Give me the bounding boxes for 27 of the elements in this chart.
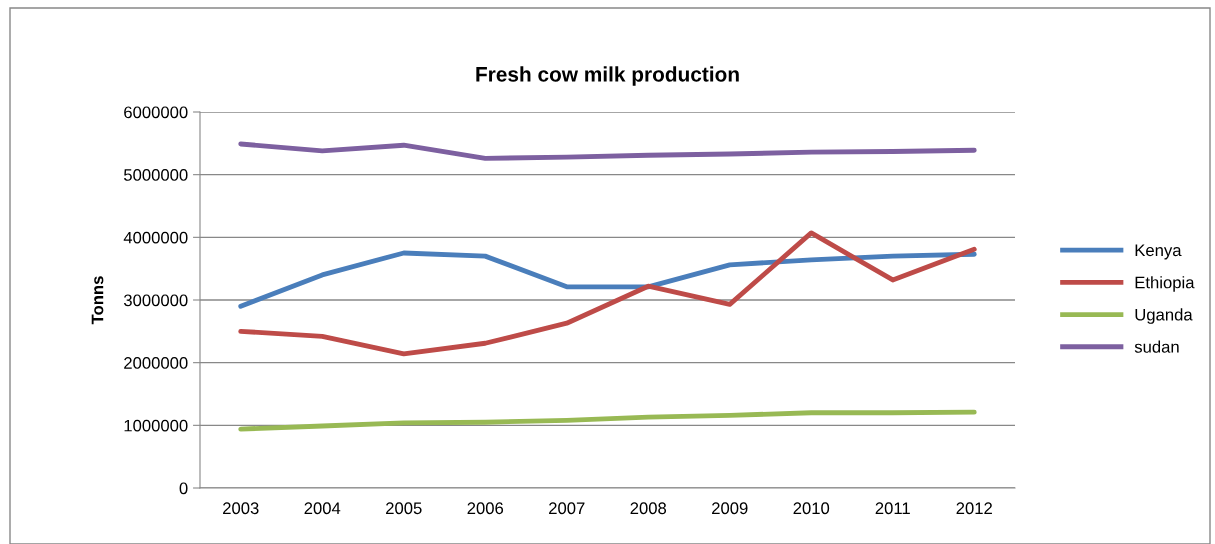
x-tick-label: 2008 [630, 502, 667, 515]
line-series [238, 141, 977, 161]
y-tick-label: 2000000 [124, 357, 188, 369]
legend-label: sudan [1134, 340, 1179, 353]
y-tick-label: 0 [179, 482, 188, 495]
x-tick-label: 2004 [304, 502, 341, 515]
y-axis-title: Tonns [91, 276, 104, 325]
x-tick-label: 2011 [875, 502, 910, 515]
line-series [238, 230, 977, 357]
legend-label: Uganda [1135, 308, 1193, 324]
y-tick-label: 5000000 [123, 169, 188, 181]
x-tick-label: 2010 [793, 502, 830, 515]
y-tick-label: 4000000 [123, 231, 188, 244]
line-series [238, 250, 977, 309]
chart-title: Fresh cow milk production [476, 66, 739, 86]
x-tick-label: 2003 [223, 502, 259, 515]
x-tick-label: 2007 [549, 502, 585, 515]
x-tick-label: 2009 [712, 502, 748, 515]
x-tick-label: 2006 [467, 502, 504, 515]
line-series [238, 409, 977, 432]
legend-label: Ethiopia [1135, 276, 1195, 292]
y-tick-label: 3000000 [123, 294, 188, 307]
x-tick-label: 2005 [386, 502, 422, 515]
y-tick-label: 1000000 [124, 419, 188, 432]
legend-label: Kenya [1135, 244, 1182, 260]
y-tick-label: 6000000 [124, 106, 188, 119]
x-tick-label: 2012 [956, 502, 992, 515]
